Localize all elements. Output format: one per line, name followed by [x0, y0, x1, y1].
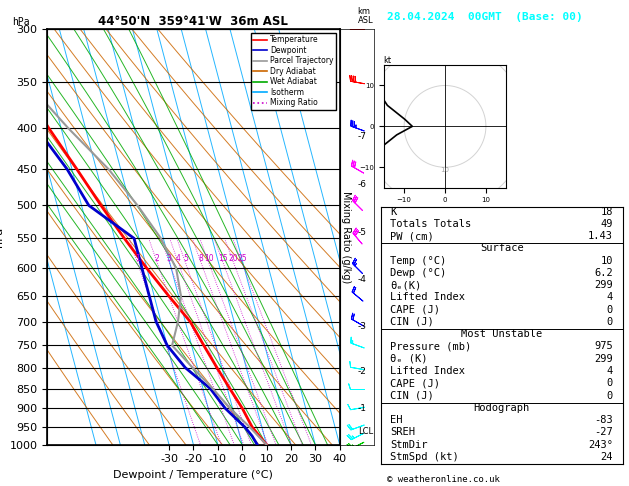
- Text: kt: kt: [384, 56, 392, 65]
- Text: StmSpd (kt): StmSpd (kt): [390, 452, 459, 462]
- Text: -4: -4: [358, 275, 367, 284]
- Text: Surface: Surface: [480, 243, 523, 253]
- Text: 2: 2: [155, 254, 160, 262]
- Text: 4: 4: [176, 254, 181, 262]
- Text: 28.04.2024  00GMT  (Base: 00): 28.04.2024 00GMT (Base: 00): [387, 12, 582, 22]
- Text: CIN (J): CIN (J): [390, 317, 434, 327]
- Text: θₑ (K): θₑ (K): [390, 354, 428, 364]
- Text: 4: 4: [607, 366, 613, 376]
- Text: Dewp (°C): Dewp (°C): [390, 268, 447, 278]
- Y-axis label: hPa: hPa: [0, 227, 4, 247]
- Text: 24: 24: [601, 452, 613, 462]
- Text: 975: 975: [594, 342, 613, 351]
- Text: 0: 0: [607, 378, 613, 388]
- Text: 243°: 243°: [588, 440, 613, 450]
- Text: EH: EH: [390, 415, 403, 425]
- Text: 20: 20: [440, 208, 450, 214]
- Text: CAPE (J): CAPE (J): [390, 378, 440, 388]
- Text: LCL: LCL: [358, 427, 373, 436]
- Text: 25: 25: [237, 254, 247, 262]
- Text: -3: -3: [358, 322, 367, 331]
- Text: hPa: hPa: [13, 17, 30, 27]
- Text: 299: 299: [594, 280, 613, 290]
- Text: 3: 3: [167, 254, 172, 262]
- Text: -83: -83: [594, 415, 613, 425]
- Text: 299: 299: [594, 354, 613, 364]
- Text: Most Unstable: Most Unstable: [461, 329, 542, 339]
- Text: 0: 0: [607, 391, 613, 400]
- Text: 1: 1: [135, 254, 140, 262]
- Text: km
ASL: km ASL: [358, 7, 373, 25]
- Text: 5: 5: [183, 254, 188, 262]
- Text: Temp (°C): Temp (°C): [390, 256, 447, 266]
- Text: 0: 0: [607, 305, 613, 314]
- Text: -6: -6: [358, 180, 367, 189]
- Text: SREH: SREH: [390, 427, 415, 437]
- Text: 10: 10: [204, 254, 213, 262]
- Text: 0: 0: [607, 317, 613, 327]
- Text: Pressure (mb): Pressure (mb): [390, 342, 472, 351]
- Text: 10: 10: [601, 256, 613, 266]
- Text: -2: -2: [358, 367, 367, 377]
- Text: 8: 8: [199, 254, 203, 262]
- Text: Lifted Index: Lifted Index: [390, 293, 465, 302]
- Text: 10: 10: [440, 167, 450, 173]
- Text: -7: -7: [358, 133, 367, 141]
- Text: 20: 20: [229, 254, 238, 262]
- Text: K: K: [390, 207, 396, 217]
- Text: 15: 15: [218, 254, 228, 262]
- Text: -5: -5: [358, 227, 367, 237]
- Y-axis label: Mixing Ratio (g/kg): Mixing Ratio (g/kg): [341, 191, 351, 283]
- Text: Lifted Index: Lifted Index: [390, 366, 465, 376]
- Text: 4: 4: [607, 293, 613, 302]
- Text: 18: 18: [601, 207, 613, 217]
- Text: Hodograph: Hodograph: [474, 403, 530, 413]
- Text: CAPE (J): CAPE (J): [390, 305, 440, 314]
- Text: -1: -1: [358, 404, 367, 413]
- Text: -27: -27: [594, 427, 613, 437]
- Text: PW (cm): PW (cm): [390, 231, 434, 241]
- X-axis label: Dewpoint / Temperature (°C): Dewpoint / Temperature (°C): [113, 470, 274, 480]
- Text: 1.43: 1.43: [588, 231, 613, 241]
- Title: 44°50'N  359°41'W  36m ASL: 44°50'N 359°41'W 36m ASL: [99, 15, 288, 28]
- Text: © weatheronline.co.uk: © weatheronline.co.uk: [387, 474, 499, 484]
- Text: StmDir: StmDir: [390, 440, 428, 450]
- Text: CIN (J): CIN (J): [390, 391, 434, 400]
- Text: θₑ(K): θₑ(K): [390, 280, 421, 290]
- Text: 49: 49: [601, 219, 613, 229]
- Legend: Temperature, Dewpoint, Parcel Trajectory, Dry Adiabat, Wet Adiabat, Isotherm, Mi: Temperature, Dewpoint, Parcel Trajectory…: [251, 33, 336, 110]
- Text: 6.2: 6.2: [594, 268, 613, 278]
- Text: Totals Totals: Totals Totals: [390, 219, 472, 229]
